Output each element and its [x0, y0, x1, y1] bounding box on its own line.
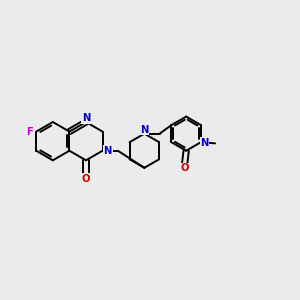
Text: O: O: [181, 164, 189, 173]
Text: O: O: [82, 174, 90, 184]
Text: F: F: [26, 127, 33, 136]
Text: N: N: [200, 138, 209, 148]
Text: N: N: [140, 124, 148, 134]
Text: N: N: [103, 146, 112, 156]
Text: N: N: [82, 113, 90, 123]
